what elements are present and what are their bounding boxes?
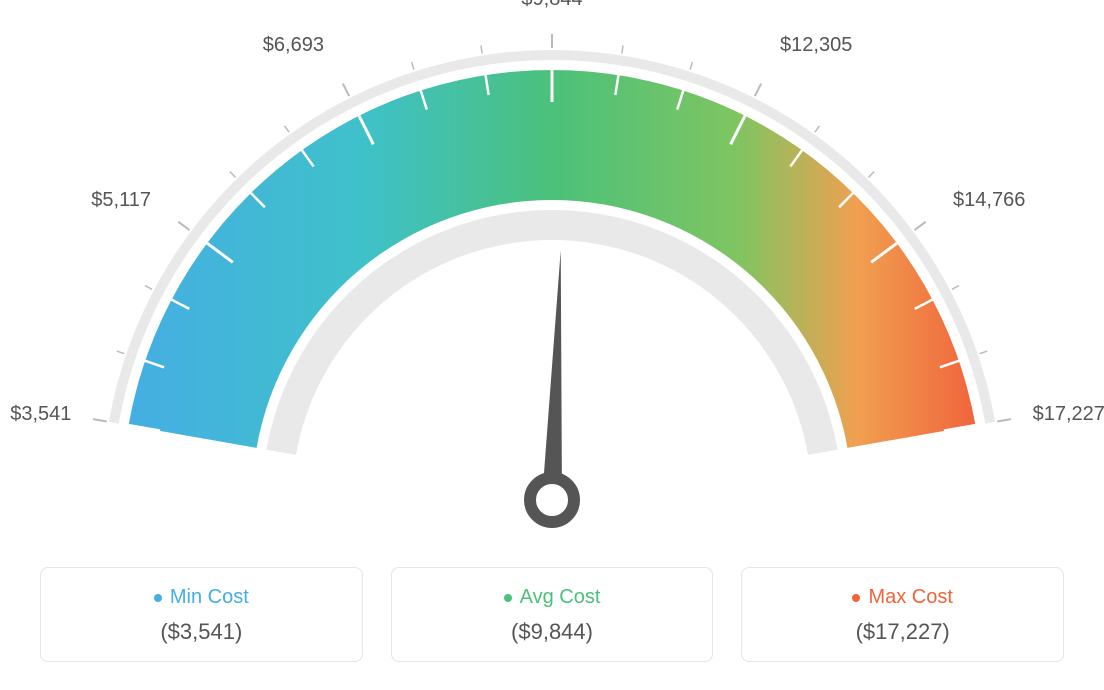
legend-title: Min Cost [154, 586, 249, 609]
legend-dot-icon [504, 594, 512, 602]
scale-label-text: $17,227 [1033, 403, 1104, 425]
scale-label: $9,844 [521, 0, 582, 11]
scale-label-text: $6,693 [263, 34, 324, 56]
scale-label-text: $12,305 [780, 34, 852, 56]
legend-dot-icon [852, 594, 860, 602]
legend-title: Avg Cost [504, 586, 601, 609]
scale-label: $17,227 [1033, 403, 1104, 426]
scale-label: $14,766 [953, 189, 1025, 212]
gauge-chart-container: $3,541 $5,117 $6,693 $9,844 $12,305 $14,766 $1… [0, 0, 1104, 690]
scale-label-text: $14,766 [953, 189, 1025, 211]
legend-card: Avg Cost ($9,844) [391, 567, 714, 662]
legend-title: Max Cost [852, 586, 952, 609]
legend-title-text: Min Cost [170, 586, 249, 609]
legend-title-text: Max Cost [868, 586, 952, 609]
scale-label: $12,305 [780, 34, 852, 57]
gauge-area: $3,541 $5,117 $6,693 $9,844 $12,305 $14,766 $1… [0, 0, 1104, 530]
scale-label: $5,117 [91, 189, 151, 212]
legend-value: ($3,541) [51, 619, 352, 645]
legend-dot-icon [154, 594, 162, 602]
legend-title-text: Avg Cost [520, 586, 601, 609]
legend-row: Min Cost ($3,541) Avg Cost ($9,844) Max Cost… [40, 567, 1064, 662]
legend-card: Max Cost ($17,227) [741, 567, 1064, 662]
scale-label: $6,693 [263, 34, 324, 57]
scale-label-text: $9,844 [521, 0, 582, 10]
scale-label-text: $5,117 [91, 189, 151, 211]
legend-card: Min Cost ($3,541) [40, 567, 363, 662]
gauge-svg [0, 0, 1104, 530]
scale-label: $3,541 [10, 403, 71, 426]
legend-value: ($9,844) [402, 619, 703, 645]
legend-value: ($17,227) [752, 619, 1053, 645]
scale-label-text: $3,541 [10, 403, 71, 425]
